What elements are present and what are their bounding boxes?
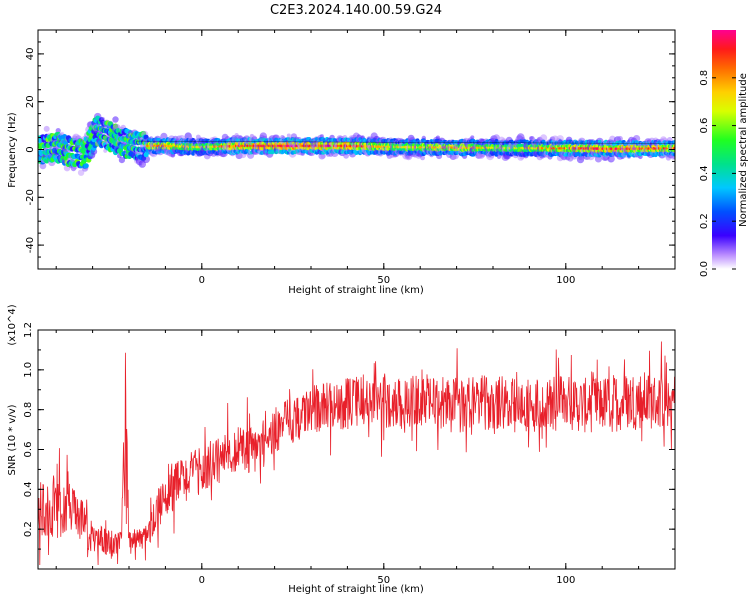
spectrogram-cell: [672, 152, 675, 157]
y-tick-label: 0.8: [23, 402, 34, 418]
spectrogram-cell: [633, 135, 641, 143]
y-tick-label: 0: [25, 146, 36, 152]
spectrogram-cell: [112, 116, 119, 123]
spectrogram-cell: [170, 153, 176, 158]
spectrogram-cell: [319, 134, 324, 139]
y-tick-label: 0.4: [23, 481, 34, 497]
y-tick-label: 1.0: [23, 362, 34, 378]
spectrogram-cell: [493, 134, 500, 142]
spectrogram-cell: [470, 135, 475, 140]
spectrogram-ylabel: Frequency (Hz): [7, 112, 18, 188]
spectrogram-cell: [39, 162, 47, 170]
spectrogram-cell: [118, 157, 125, 164]
snr-multiplier: (x10^4): [7, 304, 18, 345]
spectrogram-cell: [83, 163, 89, 169]
spectrogram-cell: [143, 152, 149, 158]
colorbar-gradient: [712, 30, 736, 269]
snr-frame: [37, 329, 676, 570]
x-tick-label: 0: [199, 275, 205, 286]
y-tick-label: -40: [25, 237, 36, 253]
snr-xlabel: Height of straight line (km): [288, 584, 424, 595]
figure-title: C2E3.2024.140.00.59.G24: [270, 3, 442, 18]
colorbar-label: Normalized spectral amplitude: [738, 73, 749, 227]
y-tick-label: 0.6: [23, 442, 34, 458]
colorbar-ticks: 0.0 0.2 0.4 0.6 0.8: [699, 70, 736, 277]
spectrogram-cell: [141, 162, 146, 167]
spectrogram-cell: [343, 152, 349, 159]
y-tick-label: 0.2: [23, 521, 34, 537]
spectrogram-cell: [617, 135, 623, 142]
x-tick-label: 50: [377, 275, 390, 286]
snr-ticks: 0 50 100 0.2 0.4 0.6 0.8 1.0 1.2: [23, 322, 676, 586]
spectrogram-ticks: 0 50 100 40 20 0 -20 -40: [25, 29, 676, 286]
snr-plot-area: [38, 341, 675, 566]
colorbar-tick-label: 0.2: [699, 213, 710, 229]
spectrogram-cell: [160, 132, 168, 140]
x-tick-label: 50: [377, 575, 390, 586]
spectrogram-cell: [286, 133, 291, 138]
spectrogram-cell: [77, 169, 85, 176]
spectrogram-cell: [142, 155, 151, 164]
x-tick-label: 0: [199, 575, 205, 586]
spectrogram-cell: [420, 155, 425, 161]
spectrogram-cell: [43, 125, 50, 132]
spectrogram-xlabel: Height of straight line (km): [288, 285, 424, 296]
colorbar-tick-label: 0.8: [699, 70, 710, 86]
snr-series-line: [38, 341, 675, 566]
y-tick-label: 20: [25, 95, 36, 108]
spectrogram-cell: [672, 140, 675, 144]
spectrogram-band-edge: [136, 140, 675, 144]
colorbar-tick-label: 0.4: [699, 165, 710, 181]
y-tick-label: -20: [25, 189, 36, 205]
y-tick-label: 1.2: [23, 322, 34, 338]
snr-ylabel: SNR (10 * v/v): [7, 404, 18, 475]
y-tick-label: 40: [25, 48, 36, 61]
spectrogram-cell: [320, 153, 326, 159]
colorbar-tick-label: 0.0: [699, 261, 710, 277]
colorbar: 0.0 0.2 0.4 0.6 0.8 Normalized spectral ampl…: [699, 30, 749, 277]
spectrogram-cell: [540, 134, 548, 142]
snr-panel: 0 50 100 0.2 0.4 0.6 0.8 1.0 1.2 Height of strai…: [7, 304, 676, 595]
x-tick-label: 100: [556, 275, 575, 286]
spectrogram-cell: [609, 156, 615, 162]
x-tick-label: 100: [556, 575, 575, 586]
spectrogram-panel: 0 50 100 40 20 0 -20 -40 Height of straight lin…: [7, 29, 676, 296]
spectrogram-cell: [435, 135, 440, 140]
spectrogram-marks: [38, 112, 675, 176]
colorbar-tick-label: 0.6: [699, 118, 710, 134]
spectrogram-cell: [55, 128, 61, 134]
